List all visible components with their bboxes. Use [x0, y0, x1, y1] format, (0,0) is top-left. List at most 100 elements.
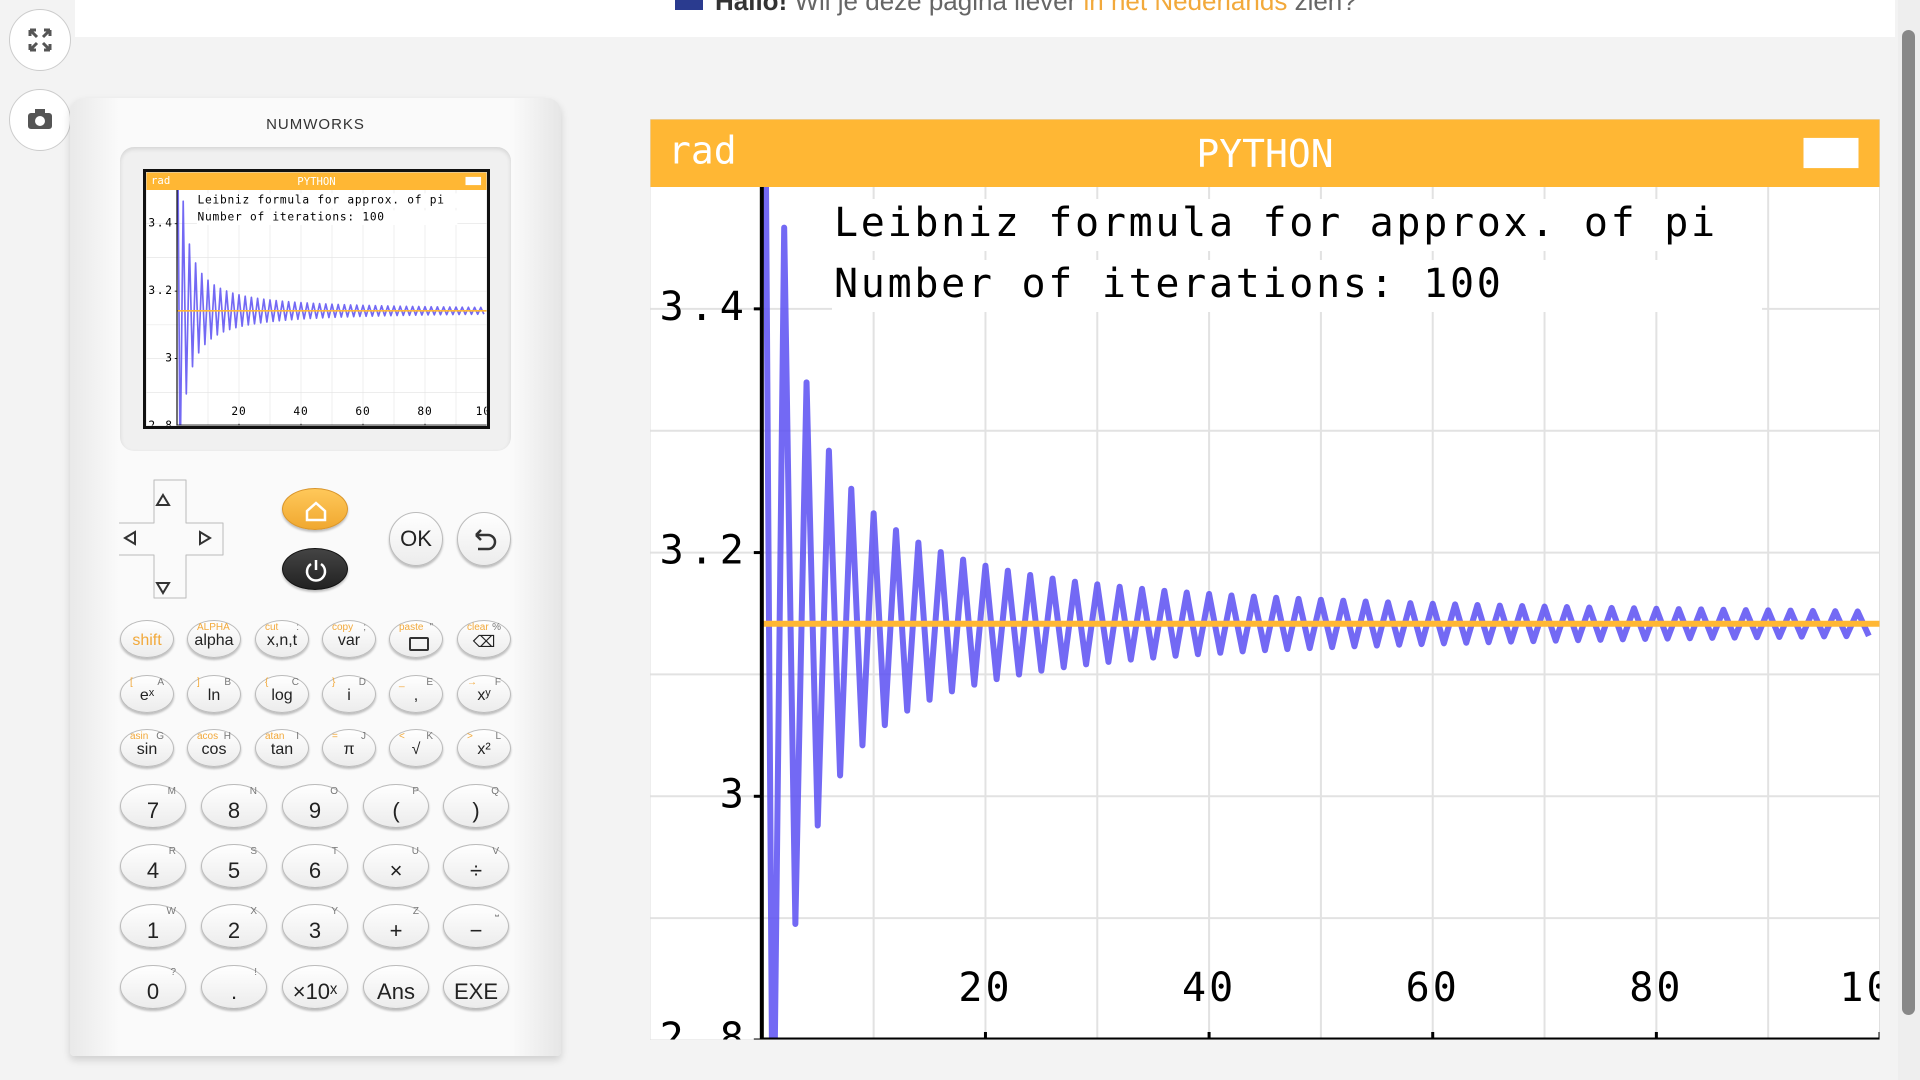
scrollbar-thumb[interactable] [1902, 30, 1915, 1015]
key[interactable]: × U [363, 844, 429, 888]
screenshot-button[interactable] [9, 89, 71, 151]
key-label: var [337, 632, 361, 650]
alpha-label: R [168, 846, 176, 857]
key[interactable]: (P [363, 784, 429, 828]
key[interactable]: ⌫ clear% [457, 620, 511, 658]
key-label: i [347, 687, 351, 705]
key[interactable]: π = J [322, 729, 376, 767]
alpha-label: N [249, 786, 257, 797]
y-tick-label: 3.2 [148, 284, 173, 297]
key[interactable]: 0? [120, 965, 186, 1009]
shift-label: { [265, 677, 269, 688]
y-tick-label: 3 [720, 771, 750, 817]
shift-label: [ [130, 677, 133, 688]
home-key[interactable] [282, 488, 348, 530]
key[interactable]: shift [120, 620, 174, 658]
app-title: PYTHON [1196, 132, 1333, 176]
annotation: Leibniz formula for approx. of pi [834, 200, 1718, 246]
key[interactable]: Ans [363, 965, 429, 1009]
key[interactable]: tan atan I [255, 729, 309, 767]
x-tick-label: 100 [476, 405, 490, 418]
key[interactable]: ×10ˣ [282, 965, 348, 1009]
key[interactable]: .! [201, 965, 267, 1009]
key[interactable]: EXE [443, 965, 509, 1009]
key-label: ⌫ [472, 634, 496, 652]
header-bar [650, 119, 1880, 187]
greeting: Hallo! [715, 0, 788, 16]
key-label: × [389, 858, 403, 884]
key-label: EXE [453, 979, 499, 1005]
key[interactable]: ÷ V [443, 844, 509, 888]
key[interactable]: + Z [363, 904, 429, 948]
key[interactable]: var copy; [322, 620, 376, 658]
key[interactable]: ) Q [443, 784, 509, 828]
alpha-label: X [250, 906, 257, 917]
key[interactable]: paste " [389, 620, 443, 658]
alpha-label: H [223, 731, 231, 742]
alpha-label: U [411, 846, 419, 857]
banner-text: Hallo! Wil je deze pagina liever in het … [715, 0, 1357, 17]
key-label: , [413, 687, 419, 705]
key[interactable]: cos acos H [187, 729, 241, 767]
key[interactable]: xʸ → F [457, 675, 511, 713]
alpha-label: F [494, 677, 501, 688]
key[interactable]: x,n,t cut: [255, 620, 309, 658]
angle-mode: rad [668, 129, 737, 173]
calculator: NUMWORKS radPYTHON2.833.23.420406080100L… [70, 98, 561, 1056]
key[interactable]: i} D [322, 675, 376, 713]
language-link[interactable]: in het Nederlands [1083, 0, 1288, 16]
y-tick-label: 3 [165, 352, 173, 365]
mini-screen: rad PYTHON 2.8 3 3.2 3.4 20 40 60 80 100 Leibniz fo… [143, 169, 490, 429]
alpha-label: ⎵ [495, 906, 499, 917]
key[interactable]: , _ E [389, 675, 443, 713]
fullscreen-icon [28, 28, 52, 52]
key[interactable]: eˣ [A [120, 675, 174, 713]
key-label: Ans [377, 979, 415, 1005]
ok-key[interactable]: OK [389, 512, 443, 566]
key[interactable]: − ⎵ [443, 904, 509, 948]
alpha-label: K [426, 731, 433, 742]
key[interactable]: alpha ALPHA [187, 620, 241, 658]
shift-label: acos [197, 731, 219, 742]
power-key[interactable] [282, 548, 348, 590]
alpha-label: " [429, 622, 433, 633]
alpha-label: B [224, 677, 231, 688]
key[interactable]: log{C [255, 675, 309, 713]
key[interactable]: x² > L [457, 729, 511, 767]
key-label: xʸ [477, 687, 491, 705]
key-label: 9 [308, 798, 322, 824]
dpad[interactable] [119, 479, 224, 599]
key[interactable]: ln] B [187, 675, 241, 713]
y-tick-label: 2.8 [148, 419, 173, 429]
alpha-label: E [426, 677, 433, 688]
fullscreen-button[interactable] [9, 9, 71, 71]
home-icon [305, 501, 327, 522]
annotation: Leibniz formula for approx. of pi [198, 194, 445, 207]
app-title: PYTHON [297, 175, 335, 188]
key[interactable]: sin asin G [120, 729, 174, 767]
key-label: √ [411, 741, 421, 759]
key-label: + [389, 918, 403, 944]
alpha-label: W [166, 906, 176, 917]
key-label: ln [207, 687, 221, 705]
x-tick-label: 100 [1839, 965, 1880, 1011]
key-label: 4 [146, 858, 160, 884]
shift-label: < [399, 731, 405, 742]
mini-screen-inner: rad PYTHON 2.8 3 3.2 3.4 20 40 60 80 100 Leibniz fo… [146, 172, 490, 429]
key-label: 6 [308, 858, 322, 884]
shift-label: = [332, 731, 338, 742]
alpha-label: V [492, 846, 499, 857]
key-label: 2 [227, 918, 241, 944]
shift-label: clear [467, 622, 489, 633]
key[interactable]: √ < K [389, 729, 443, 767]
back-key[interactable] [457, 512, 511, 566]
